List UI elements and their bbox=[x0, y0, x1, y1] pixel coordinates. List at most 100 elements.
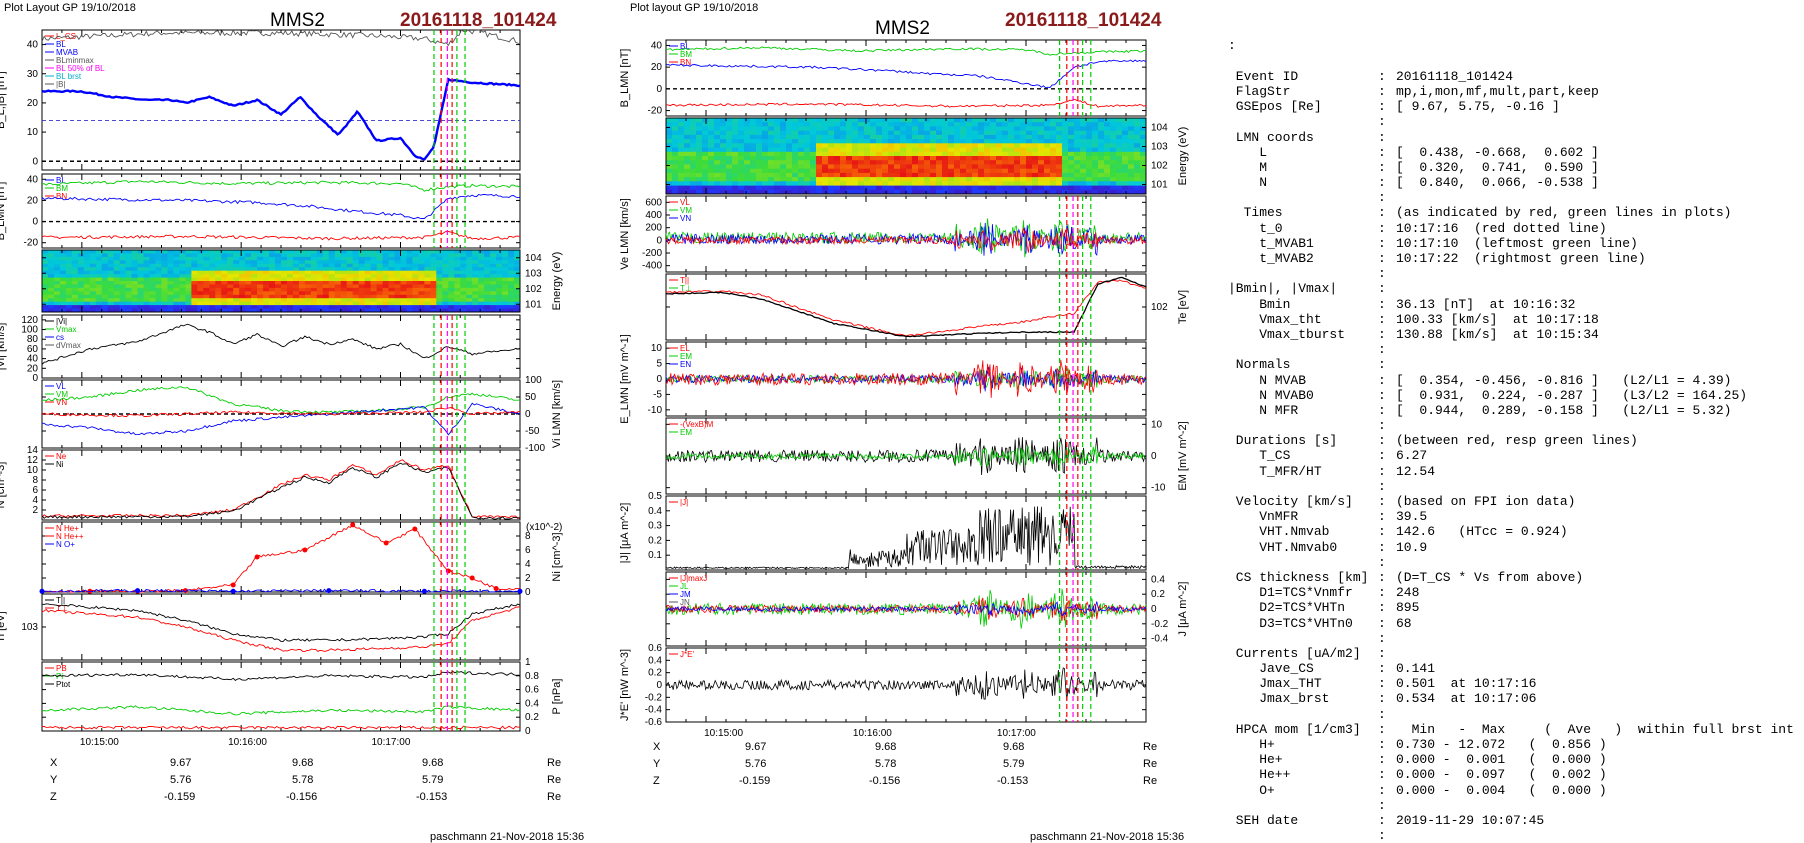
heatmap-cell bbox=[245, 281, 252, 285]
y-tick-label: 0.4 bbox=[1151, 574, 1165, 585]
heatmap-cell bbox=[1062, 151, 1069, 157]
data-point bbox=[493, 586, 499, 591]
heatmap-cell bbox=[346, 253, 354, 258]
heatmap-cell bbox=[912, 143, 919, 148]
info-key: D3=TCS*VHTn0 bbox=[1228, 615, 1353, 631]
heatmap-cell bbox=[89, 260, 97, 265]
heatmap-cell bbox=[792, 143, 799, 148]
y-tick-label: 100 bbox=[21, 325, 38, 336]
event-info-block: : Event ID:20161118_101424 FlagStr: mp,i,… bbox=[1228, 8, 1794, 843]
heatmap-cell bbox=[840, 160, 847, 165]
info-row: L:[ 0.438, -0.668, 0.602 ] bbox=[1228, 145, 1794, 160]
heatmap-cell bbox=[251, 298, 258, 303]
heatmap-cell bbox=[954, 156, 961, 161]
heatmap-cell bbox=[358, 287, 366, 292]
heatmap-cell bbox=[834, 126, 841, 132]
heatmap-cell bbox=[1074, 160, 1081, 165]
heatmap-cell bbox=[376, 270, 384, 275]
heatmap-cell bbox=[1014, 172, 1021, 178]
heatmap-cell bbox=[1020, 185, 1027, 191]
heatmap-cell bbox=[1098, 189, 1105, 195]
heatmap-cell bbox=[322, 263, 330, 268]
heatmap-cell bbox=[900, 156, 907, 161]
heatmap-cell bbox=[1032, 181, 1039, 186]
info-row: : bbox=[1228, 190, 1794, 205]
heatmap-cell bbox=[233, 267, 240, 272]
heatmap-cell bbox=[472, 250, 479, 254]
heatmap-cell bbox=[466, 260, 473, 265]
heatmap-cell bbox=[460, 263, 467, 268]
heatmap-cell bbox=[233, 284, 240, 289]
heatmap-cell bbox=[780, 156, 787, 161]
heatmap-cell bbox=[702, 130, 709, 136]
heatmap-cell bbox=[65, 263, 73, 268]
heatmap-cell bbox=[203, 256, 210, 261]
heatmap-cell bbox=[209, 270, 216, 275]
heatmap-cell bbox=[448, 281, 455, 285]
heatmap-cell bbox=[984, 143, 991, 148]
y-tick-label: -10 bbox=[1151, 483, 1166, 494]
heatmap-cell bbox=[281, 308, 288, 313]
heatmap-cell bbox=[125, 305, 133, 309]
heatmap-cell bbox=[346, 291, 354, 296]
heatmap-cell bbox=[119, 253, 127, 258]
heatmap-cell bbox=[209, 274, 216, 278]
series-line bbox=[41, 603, 521, 642]
heatmap-cell bbox=[780, 185, 787, 191]
heatmap-cell bbox=[502, 274, 509, 278]
y-tick-label: 20 bbox=[27, 98, 39, 109]
heatmap-cell bbox=[71, 256, 79, 261]
heatmap-cell bbox=[137, 256, 145, 261]
heatmap-cell bbox=[42, 294, 49, 299]
heatmap-cell bbox=[1020, 134, 1027, 140]
heatmap-cell bbox=[942, 189, 949, 195]
heatmap-cell bbox=[275, 284, 282, 289]
heatmap-cell bbox=[352, 301, 360, 306]
y-tick-label: 8 bbox=[525, 531, 531, 542]
heatmap-cell bbox=[239, 287, 246, 292]
heatmap-cell bbox=[990, 185, 997, 191]
heatmap-cell bbox=[394, 298, 401, 303]
heatmap-cell bbox=[828, 189, 835, 195]
heatmap-cell bbox=[1104, 164, 1111, 170]
heatmap-cell bbox=[364, 291, 372, 296]
heatmap-cell bbox=[358, 260, 366, 265]
heatmap-cell bbox=[834, 160, 841, 165]
heatmap-cell bbox=[786, 189, 793, 195]
heatmap-cell bbox=[340, 256, 348, 261]
heatmap-cell bbox=[161, 281, 168, 285]
heatmap-cell bbox=[292, 294, 300, 299]
heatmap-cell bbox=[95, 256, 103, 261]
legend-label: BM bbox=[56, 184, 68, 193]
heatmap-cell bbox=[298, 256, 306, 261]
heatmap-cell bbox=[298, 250, 306, 254]
heatmap-cell bbox=[1068, 177, 1075, 182]
heatmap-cell bbox=[810, 126, 817, 132]
heatmap-cell bbox=[864, 139, 871, 144]
heatmap-cell bbox=[738, 126, 745, 132]
heatmap-cell bbox=[364, 263, 372, 268]
heatmap-cell bbox=[239, 256, 246, 261]
heatmap-cell bbox=[263, 305, 270, 309]
heatmap-cell bbox=[1134, 172, 1141, 178]
heatmap-cell bbox=[1002, 147, 1009, 153]
heatmap-cell bbox=[209, 267, 216, 272]
heatmap-cell bbox=[1062, 147, 1069, 153]
heatmap-cell bbox=[275, 308, 282, 313]
heatmap-cell bbox=[436, 277, 443, 282]
info-colon: : bbox=[1378, 645, 1386, 661]
heatmap-cell bbox=[137, 250, 145, 254]
heatmap-cell bbox=[418, 284, 425, 289]
heatmap-cell bbox=[906, 164, 913, 170]
heatmap-cell bbox=[292, 267, 300, 272]
heatmap-cell bbox=[149, 250, 157, 254]
heatmap-cell bbox=[984, 147, 991, 153]
heatmap-cell bbox=[77, 305, 85, 309]
heatmap-cell bbox=[281, 305, 288, 309]
heatmap-cell bbox=[161, 294, 168, 299]
heatmap-cell bbox=[71, 270, 79, 275]
heatmap-cell bbox=[870, 181, 877, 186]
y-tick-label: 103 bbox=[525, 268, 542, 279]
heatmap-cell bbox=[696, 134, 703, 140]
heatmap-cell bbox=[666, 189, 673, 195]
